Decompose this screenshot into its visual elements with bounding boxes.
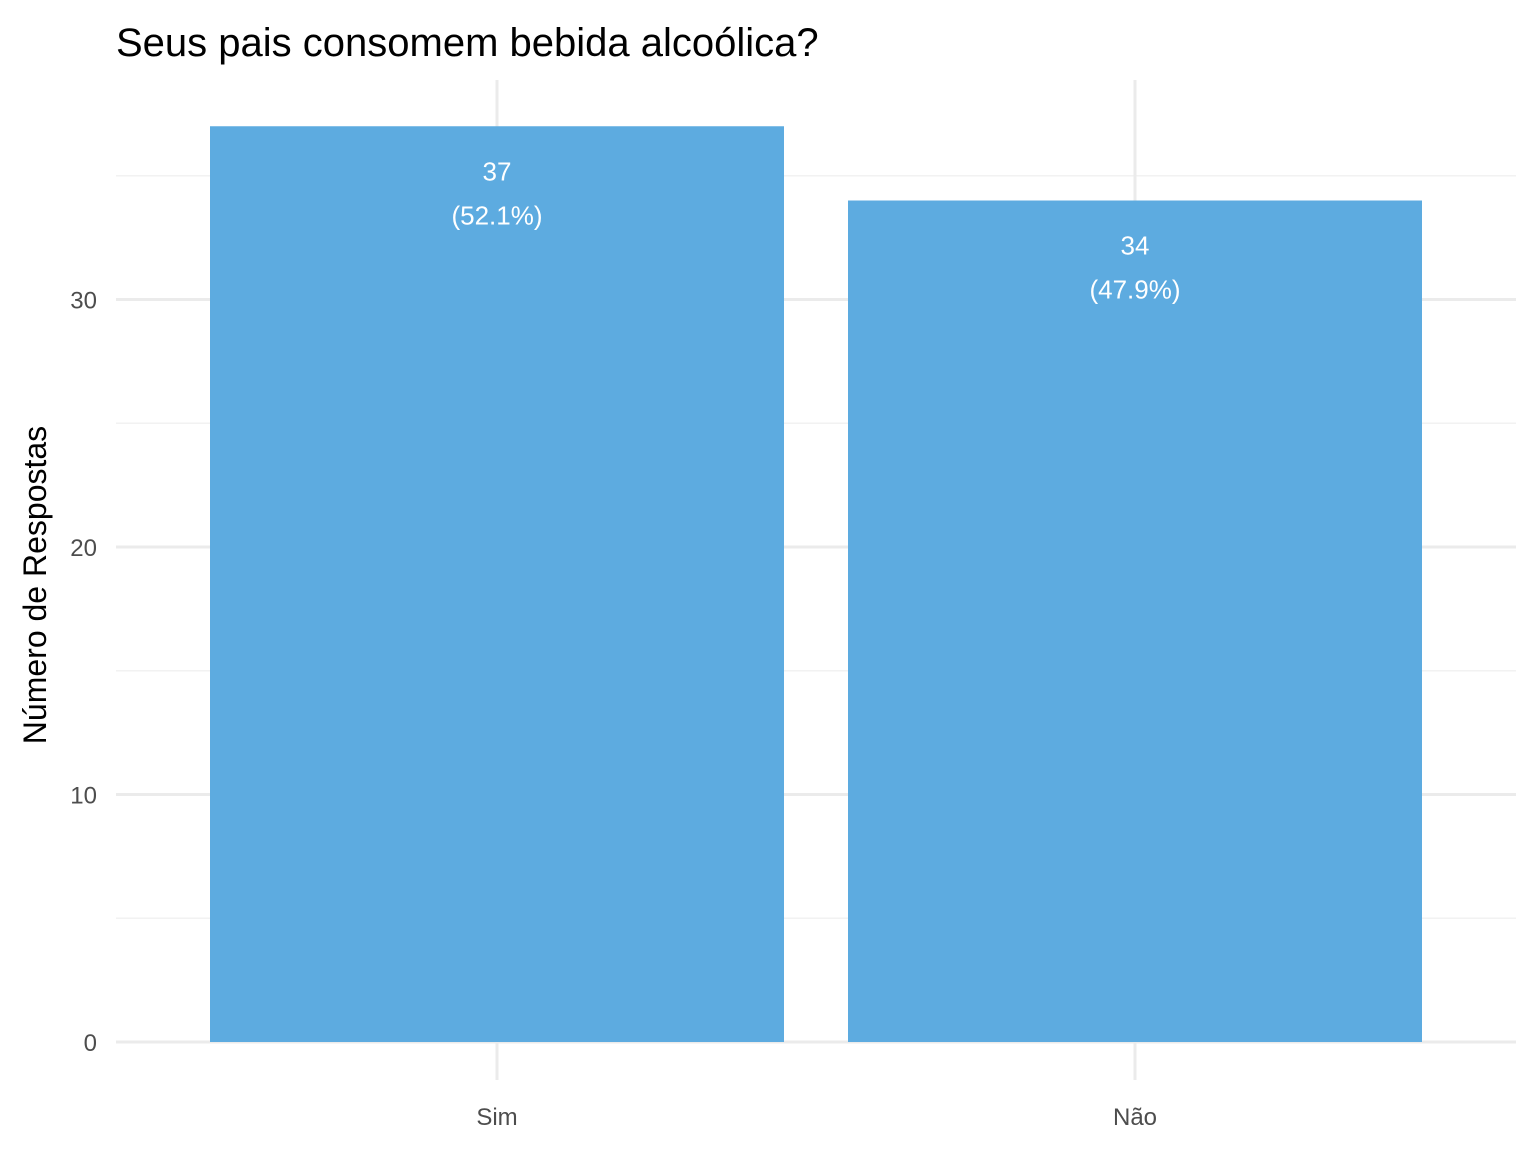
x-tick-label: Sim <box>476 1104 517 1131</box>
y-axis-ticks: 0 10 20 30 <box>70 288 97 1058</box>
chart-title: Seus pais consomem bebida alcoólica? <box>116 21 819 65</box>
y-tick-label: 0 <box>84 1030 97 1057</box>
bar-percent-label: (47.9%) <box>1089 275 1180 305</box>
bar-percent-label: (52.1%) <box>451 200 542 230</box>
x-axis-ticks: Sim Não <box>476 1104 1157 1131</box>
bar-count-label: 34 <box>1121 231 1150 261</box>
x-tick-label: Não <box>1113 1104 1157 1131</box>
bar-count-label: 37 <box>483 156 512 186</box>
y-tick-label: 30 <box>70 288 97 315</box>
y-tick-label: 20 <box>70 535 97 562</box>
bar-não <box>848 200 1422 1042</box>
bar-labels: 37 (52.1%) 34 (47.9%) <box>451 156 1180 304</box>
y-tick-label: 10 <box>70 783 97 810</box>
y-axis-label: Número de Respostas <box>17 426 53 744</box>
bar-sim <box>210 126 784 1042</box>
bars <box>210 126 1422 1042</box>
